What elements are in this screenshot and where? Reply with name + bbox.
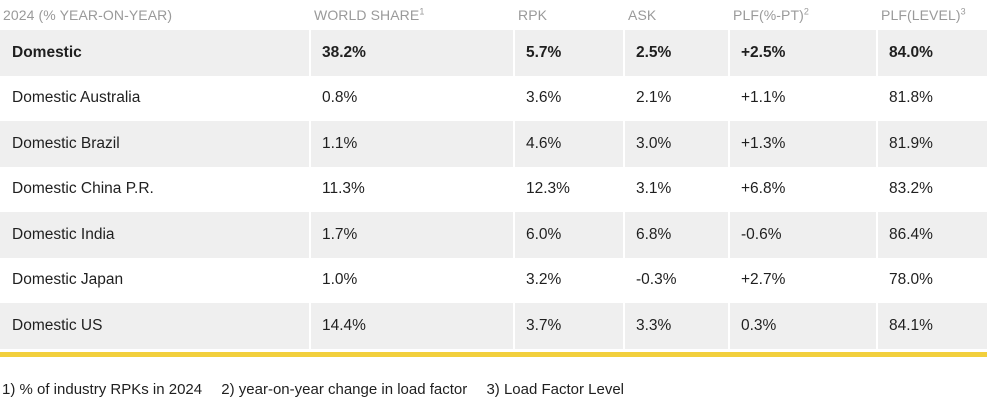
table-row: Domestic Brazil 1.1% 4.6% 3.0% +1.3% 81.…	[0, 121, 987, 167]
table-cell: 78.0%	[889, 271, 933, 289]
table-cell: 0.3%	[730, 303, 878, 349]
header-period: 2024 (% YEAR-ON-YEAR)	[3, 7, 173, 23]
table-cell: 83.2%	[889, 180, 933, 198]
table-row: Domestic Australia 0.8% 3.6% 2.1% +1.1% …	[0, 75, 987, 121]
table-cell: Domestic	[0, 30, 311, 76]
table-header-row: 2024 (% YEAR-ON-YEAR) WORLD SHARE1 RPK A…	[0, 0, 987, 30]
table-cell: +2.5%	[730, 30, 878, 76]
table-cell: 5.7%	[515, 30, 625, 76]
table-cell: 6.8%	[625, 212, 730, 258]
table-cell: 2.1%	[625, 75, 730, 121]
table-row: Domestic 38.2% 5.7% 2.5% +2.5% 84.0%	[0, 30, 987, 76]
table-cell: 81.9%	[878, 121, 987, 167]
table-cell: -0.3%	[625, 257, 730, 303]
table-cell: 3.6%	[515, 75, 625, 121]
table-cell: 3.3%	[625, 303, 730, 349]
table-cell: Domestic Australia	[0, 75, 311, 121]
table-row: Domestic India 1.7% 6.0% 6.8% -0.6% 86.4…	[0, 212, 987, 258]
footnote-2: 2) year-on-year change in load factor	[221, 381, 468, 398]
table-cell: +1.1%	[730, 75, 878, 121]
table-cell: Domestic US	[0, 303, 311, 349]
table-row: Domestic Japan 1.0% 3.2% -0.3% +2.7% 78.…	[0, 257, 987, 303]
header-rpk: RPK	[518, 7, 548, 23]
table-cell: Domestic China P.R.	[0, 166, 311, 212]
table-cell: 3.7%	[515, 303, 625, 349]
table-cell: 3.2%	[515, 257, 625, 303]
table-cell: 4.6%	[515, 121, 625, 167]
table-cell: 38.2%	[311, 30, 515, 76]
table-cell: 1.1%	[311, 121, 515, 167]
header-plf-pt: PLF(%-PT)2	[733, 6, 810, 23]
table-cell: -0.6%	[730, 212, 878, 258]
table-cell: +2.7%	[730, 257, 878, 303]
table-row: Domestic US 14.4% 3.7% 3.3% 0.3% 84.1%	[0, 303, 987, 349]
table-cell: Domestic Brazil	[0, 121, 311, 167]
header-ask: ASK	[628, 7, 657, 23]
table-cell: 12.3%	[515, 166, 625, 212]
table-cell: 84.0%	[878, 30, 987, 76]
footnote-1: 1) % of industry RPKs in 2024	[2, 381, 203, 398]
accent-divider	[0, 352, 987, 357]
table-cell: 2.5%	[625, 30, 730, 76]
table-cell: 86.4%	[878, 212, 987, 258]
table-cell: +1.3%	[730, 121, 878, 167]
header-world-share: WORLD SHARE1	[314, 6, 425, 23]
table-cell: 81.8%	[889, 89, 933, 107]
table-cell: +6.8%	[730, 166, 878, 212]
table-cell: 1.0%	[311, 257, 515, 303]
table-cell: Domestic India	[0, 212, 311, 258]
table-cell: 11.3%	[311, 166, 515, 212]
table-cell: 14.4%	[311, 303, 515, 349]
table-cell: Domestic Japan	[0, 257, 311, 303]
footnote-3: 3) Load Factor Level	[486, 381, 625, 398]
table-cell: 6.0%	[515, 212, 625, 258]
table-cell: 84.1%	[878, 303, 987, 349]
header-plf-level: PLF(LEVEL)3	[881, 6, 966, 23]
table-row: Domestic China P.R. 11.3% 12.3% 3.1% +6.…	[0, 166, 987, 212]
table-cell: 0.8%	[311, 75, 515, 121]
table-cell: 1.7%	[311, 212, 515, 258]
table-cell: 3.1%	[625, 166, 730, 212]
data-table: 2024 (% YEAR-ON-YEAR) WORLD SHARE1 RPK A…	[0, 0, 987, 349]
footnotes: 1) % of industry RPKs in 2024 2) year-on…	[2, 381, 639, 398]
table-cell: 3.0%	[625, 121, 730, 167]
